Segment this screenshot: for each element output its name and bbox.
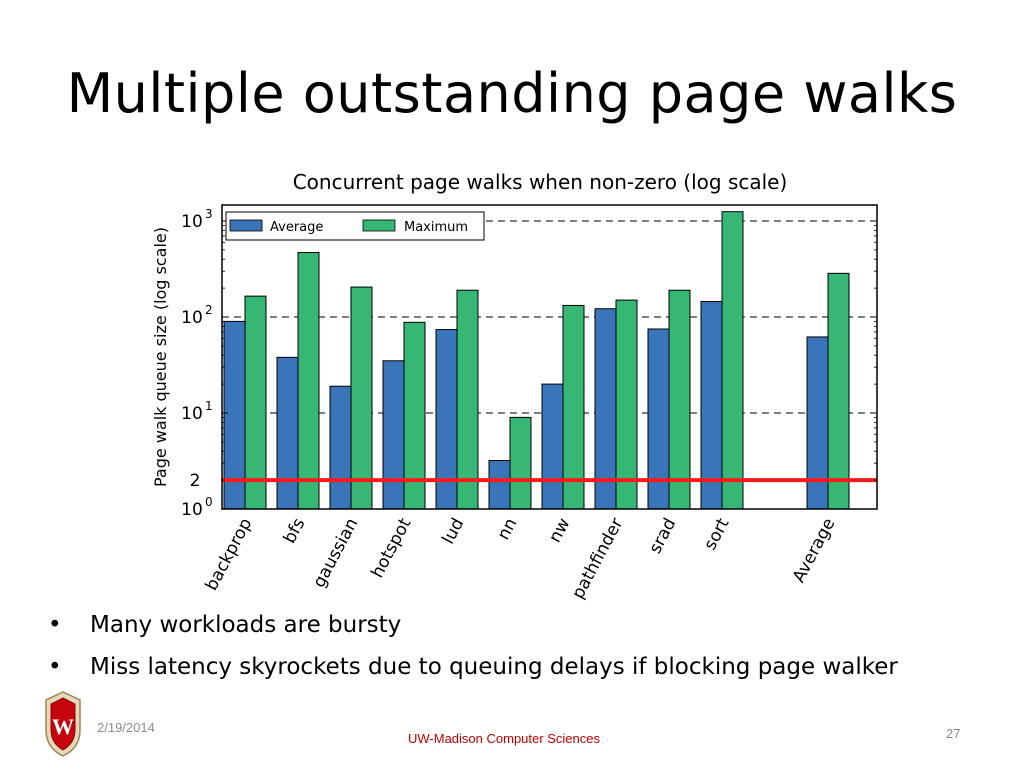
x-tick-label-srad: srad xyxy=(645,515,680,557)
y-tick-exponent-2: 2 xyxy=(205,303,213,317)
bullet-list: • Many workloads are bursty • Miss latency… xyxy=(48,604,898,688)
crest-letter: W xyxy=(52,714,74,739)
bullet-text: Miss latency skyrockets due to queuing d… xyxy=(90,654,898,680)
x-tick-label-nw: nw xyxy=(545,515,574,546)
legend-swatch-maximum xyxy=(362,219,396,232)
bar-bfs-average xyxy=(276,356,299,510)
legend-swatch-average xyxy=(229,219,263,232)
legend: Average Maximum xyxy=(225,211,485,241)
reference-line: 2 xyxy=(190,471,877,491)
slide-title: Multiple outstanding page walks xyxy=(66,62,958,125)
plot-frame xyxy=(221,204,878,510)
x-tick-label-pathfinder: pathfinder xyxy=(568,515,627,602)
y-axis-label: Page walk queue size (log scale) xyxy=(151,227,170,487)
uw-crest-logo: W xyxy=(45,691,81,757)
legend-box xyxy=(225,211,485,241)
x-tick-label-hotspot: hotspot xyxy=(367,515,415,582)
x-tick-label-lud: lud xyxy=(438,515,468,548)
chart-caption: Concurrent page walks when non-zero (log… xyxy=(292,170,788,194)
y-tick-exponent-0: 0 xyxy=(205,495,213,509)
bar-nn-maximum xyxy=(509,416,532,510)
x-tick-label-nn: nn xyxy=(494,515,522,543)
bullet-item: • Miss latency skyrockets due to queuing … xyxy=(48,646,898,688)
bar-lud-maximum xyxy=(456,289,479,510)
bullet-dot: • xyxy=(48,612,62,638)
y-tick-label-0: 10 xyxy=(181,500,203,520)
x-tick-label-sort: sort xyxy=(700,515,733,554)
bar-Average-maximum xyxy=(827,272,850,510)
bullet-text: Many workloads are bursty xyxy=(90,612,402,638)
bar-nn-average xyxy=(488,460,511,510)
bar-gaussian-maximum xyxy=(350,286,373,510)
bar-bfs-maximum xyxy=(297,251,320,510)
x-tick-label-gaussian: gaussian xyxy=(309,515,362,591)
x-tick-label-Average: Average xyxy=(789,515,839,586)
y-tick-label-3: 10 xyxy=(181,212,203,232)
bullet-item: • Many workloads are bursty xyxy=(48,604,898,646)
bar-hotspot-average xyxy=(382,360,405,510)
y-tick-label-1: 10 xyxy=(181,404,203,424)
y-tick-exponent-1: 1 xyxy=(205,399,213,413)
bar-srad-maximum xyxy=(668,289,691,510)
reference-line-label: 2 xyxy=(190,471,201,491)
bullet-dot: • xyxy=(48,654,62,680)
bars xyxy=(223,211,850,510)
bar-backprop-maximum xyxy=(244,295,267,510)
x-axis-labels: backprop bfs gaussian hotspot lud nn nwpathfin… xyxy=(202,515,840,603)
footer-date: 2/19/2014 xyxy=(97,720,155,735)
bar-sort-maximum xyxy=(721,211,744,510)
page-number: 27 xyxy=(946,726,961,741)
x-tick-label-backprop: backprop xyxy=(202,515,257,594)
bar-gaussian-average xyxy=(329,385,352,510)
bar-pathfinder-maximum xyxy=(615,299,638,510)
footer-center-text: UW-Madison Computer Sciences xyxy=(408,731,600,746)
bar-sort-average xyxy=(700,301,723,510)
legend-label-average: Average xyxy=(270,220,323,235)
y-tick-label-2: 10 xyxy=(181,308,203,328)
bar-Average-average xyxy=(806,336,829,510)
x-tick-label-bfs: bfs xyxy=(280,515,310,547)
y-tick-exponent-3: 3 xyxy=(205,207,213,221)
legend-label-maximum: Maximum xyxy=(404,220,468,235)
bar-nw-average xyxy=(541,383,564,510)
